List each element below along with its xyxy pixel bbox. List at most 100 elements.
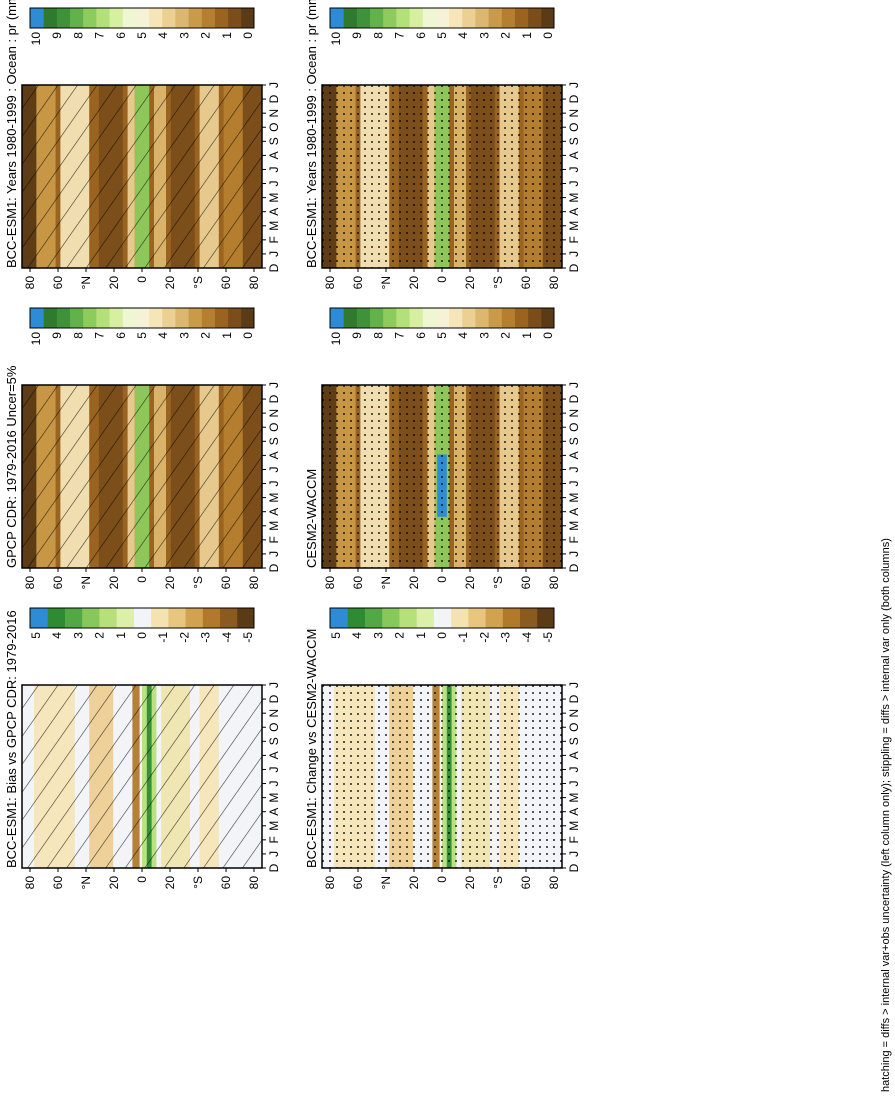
colorbar-tick-label: 6 (114, 32, 128, 39)
colorbar-tick-label: 0 (241, 32, 255, 39)
colorbar-swatch (56, 308, 71, 328)
x-tick-label: M (267, 521, 281, 531)
x-tick-label: J (267, 766, 281, 772)
stippling-overlay (322, 85, 562, 268)
colorbar-swatch (514, 308, 529, 328)
x-tick-label: O (567, 423, 581, 432)
colorbar-tick-label: -1 (456, 632, 470, 643)
colorbar-swatch (416, 608, 434, 628)
y-tick-label: °S (491, 276, 505, 289)
colorbar-tick-label: 5 (329, 632, 343, 639)
colorbar-tick-label: 10 (29, 332, 43, 346)
y-tick-label: 80 (247, 876, 261, 890)
colorbar-swatch (347, 608, 365, 628)
x-tick-label: A (267, 451, 281, 459)
colorbar-tick-label: 3 (71, 632, 85, 639)
colorbar-swatch (188, 308, 202, 328)
colorbar-tick-label: 1 (114, 632, 128, 639)
colorbar-swatch (435, 308, 450, 328)
colorbar-swatch (369, 8, 384, 28)
colorbar-tick-label: 8 (371, 32, 385, 39)
x-tick-label: O (267, 423, 281, 432)
colorbar-swatch (488, 308, 502, 328)
colorbar-swatch (382, 8, 397, 28)
x-tick-label: M (267, 793, 281, 803)
colorbar-swatch (364, 608, 383, 628)
y-tick-label: 20 (407, 876, 421, 890)
colorbar-tick-label: 1 (220, 332, 234, 339)
colorbar-swatch (30, 8, 44, 28)
colorbar-swatch (356, 308, 371, 328)
colorbar-tick-label: 4 (456, 332, 470, 339)
x-tick-label: J (567, 481, 581, 487)
colorbar-swatch (461, 8, 476, 28)
y-tick-label: 80 (23, 876, 37, 890)
x-tick-label: J (267, 851, 281, 857)
x-tick-label: J (267, 82, 281, 88)
y-tick-label: 20 (163, 576, 177, 590)
x-tick-label: A (567, 151, 581, 159)
colorbar-tick-label: 3 (177, 332, 191, 339)
x-tick-label: S (567, 137, 581, 145)
colorbar-swatch (43, 308, 57, 328)
y-tick-label: 0 (135, 576, 149, 583)
panel-model-clim-copy: 80 60 °N 20 0 20 °S 60 80DJFMAMJJASONDJBCC-ESM1:… (303, 0, 581, 289)
colorbar-swatch (82, 308, 97, 328)
x-tick-label: J (567, 166, 581, 172)
colorbar-swatch (69, 308, 84, 328)
colorbar-tick-label: -4 (220, 632, 234, 643)
y-tick-label: 60 (519, 276, 533, 290)
colorbar-swatch (135, 8, 150, 28)
y-tick-label: 20 (463, 876, 477, 890)
colorbar-tick-label: -2 (477, 632, 491, 643)
colorbar-swatch (474, 308, 489, 328)
x-tick-label: S (267, 737, 281, 745)
x-tick-label: S (567, 437, 581, 445)
x-tick-label: J (267, 551, 281, 557)
colorbar-swatch (56, 8, 71, 28)
y-tick-label: 20 (107, 576, 121, 590)
x-tick-label: M (567, 521, 581, 531)
x-tick-label: O (267, 723, 281, 732)
colorbar-swatch (174, 8, 189, 28)
y-tick-label: 0 (135, 876, 149, 883)
x-tick-label: O (567, 123, 581, 132)
colorbar-tick-label: 5 (435, 32, 449, 39)
x-tick-label: M (267, 193, 281, 203)
colorbar-swatch (527, 308, 542, 328)
colorbar-frame (329, 307, 555, 329)
x-tick-label: F (567, 536, 581, 543)
y-tick-label: °S (491, 876, 505, 889)
colorbar-swatch (81, 608, 100, 628)
x-tick-label: F (567, 836, 581, 843)
x-tick-label: J (567, 551, 581, 557)
colorbar-tick-label: 8 (371, 332, 385, 339)
panel-change: 80 60 °N 20 0 20 °S 60 80DJFMAMJJASONDJBCC-ESM1:… (304, 607, 581, 890)
colorbar-swatch (474, 8, 489, 28)
colorbar-tick-label: -1 (156, 632, 170, 643)
x-tick-label: J (567, 82, 581, 88)
y-tick-label: 60 (51, 276, 65, 290)
y-tick-label: 60 (51, 876, 65, 890)
colorbar-swatch (536, 608, 555, 628)
x-tick-label: D (567, 263, 581, 272)
x-tick-label: A (267, 208, 281, 216)
x-tick-label: S (567, 737, 581, 745)
x-tick-label: F (567, 236, 581, 243)
y-tick-label: °S (491, 576, 505, 589)
x-tick-label: M (567, 821, 581, 831)
colorbar-tick-label: -2 (177, 632, 191, 643)
colorbar-swatch (395, 308, 410, 328)
y-tick-label: °S (191, 576, 205, 589)
colorbar-swatch (501, 308, 515, 328)
x-tick-label: J (567, 851, 581, 857)
colorbar-tick-label: 8 (71, 332, 85, 339)
colorbar-tick-label: 4 (350, 632, 364, 639)
x-tick-label: J (267, 781, 281, 787)
colorbar-tick-label: 5 (135, 332, 149, 339)
x-tick-label: D (567, 94, 581, 103)
colorbar-swatch (343, 8, 357, 28)
x-tick-label: O (267, 123, 281, 132)
